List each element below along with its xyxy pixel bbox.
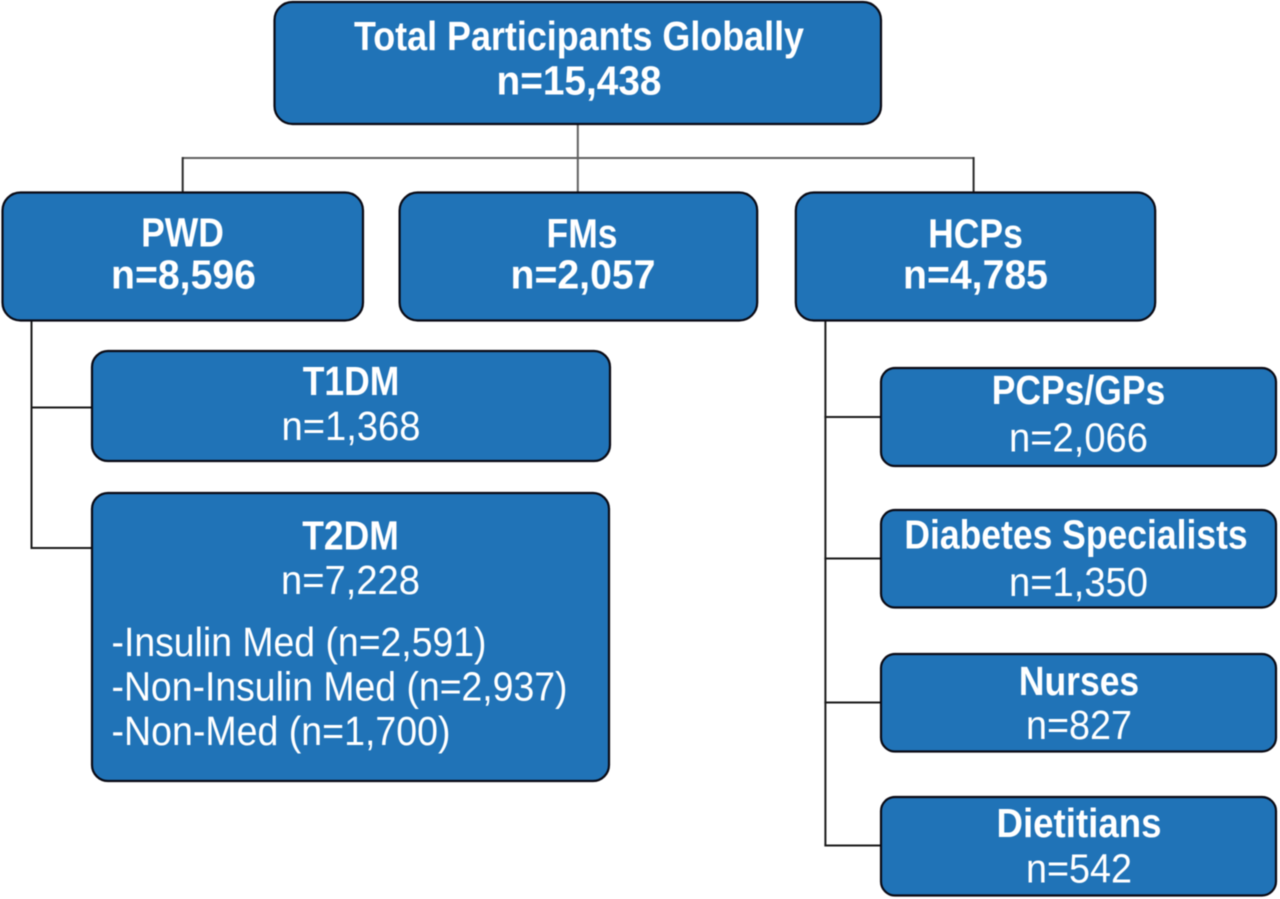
svg-text:Nurses: Nurses [1019,659,1139,705]
svg-text:n=1,350: n=1,350 [1009,561,1148,606]
svg-text:T2DM: T2DM [302,513,399,559]
svg-text:n=4,785: n=4,785 [903,253,1048,298]
svg-text:T1DM: T1DM [303,359,400,405]
svg-text:n=7,228: n=7,228 [281,559,420,604]
svg-text:n=827: n=827 [1026,704,1132,749]
svg-text:-Non-Med (n=1,700): -Non-Med (n=1,700) [112,710,451,755]
svg-text:Diabetes Specialists: Diabetes Specialists [904,512,1247,558]
svg-text:Total Participants Globally: Total Participants Globally [354,14,805,60]
svg-text:HCPs: HCPs [928,211,1023,257]
svg-text:FMs: FMs [547,211,618,257]
svg-text:n=2,057: n=2,057 [511,253,656,298]
svg-text:n=2,066: n=2,066 [1009,416,1148,461]
svg-text:n=542: n=542 [1026,847,1132,892]
svg-text:Dietitians: Dietitians [997,801,1162,847]
svg-text:PCPs/GPs: PCPs/GPs [992,368,1166,414]
svg-text:-Insulin Med (n=2,591): -Insulin Med (n=2,591) [112,621,487,666]
svg-text:-Non-Insulin Med (n=2,937): -Non-Insulin Med (n=2,937) [112,665,568,710]
svg-text:n=1,368: n=1,368 [282,405,421,450]
svg-text:n=8,596: n=8,596 [111,253,256,298]
svg-text:PWD: PWD [141,210,224,256]
svg-text:n=15,438: n=15,438 [497,59,662,104]
